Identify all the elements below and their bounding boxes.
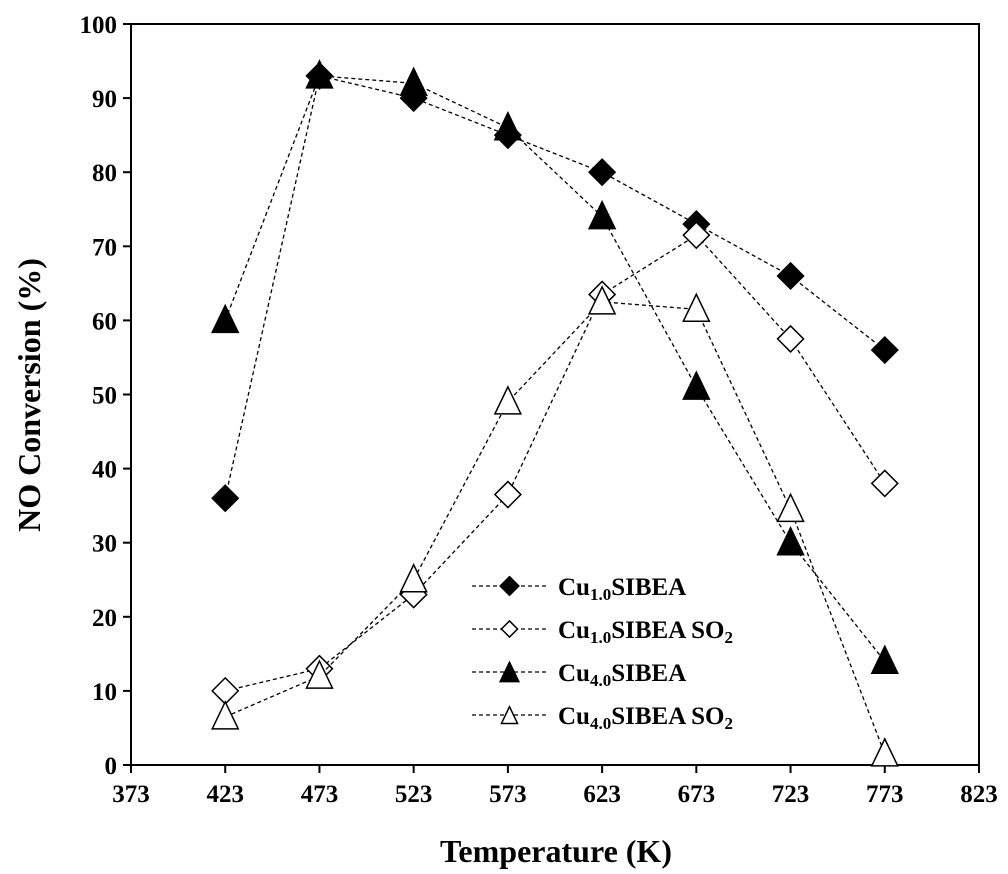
series-line	[224, 75, 886, 499]
x-tick-label: 773	[866, 781, 904, 808]
x-tick-label: 523	[395, 781, 433, 808]
data-point-triangle	[587, 199, 617, 230]
data-point-diamond	[211, 484, 240, 513]
y-tick-label: 0	[105, 753, 118, 780]
data-point-triangle	[211, 303, 240, 334]
legend-item: Cu4.0SIBEA SO2	[472, 703, 733, 733]
series-line	[225, 234, 886, 692]
x-tick-label: 673	[678, 781, 716, 808]
legend: Cu1.0SIBEA Cu1.0SIBEA SO2 Cu4.0SIBEA Cu4.0S…	[472, 574, 733, 733]
y-tick-label: 100	[80, 12, 118, 39]
y-tick-label: 30	[92, 531, 117, 558]
x-tick-label: 823	[960, 781, 998, 808]
data-point-triangle	[498, 660, 521, 683]
data-point-diamond	[499, 575, 520, 597]
data-point-diamond	[776, 261, 805, 291]
x-tick-label: 623	[583, 781, 621, 808]
data-point-triangle	[587, 285, 617, 315]
data-point-diamond	[682, 221, 711, 250]
data-point-triangle	[305, 59, 334, 89]
data-point-triangle	[399, 66, 428, 97]
data-point-diamond	[588, 158, 617, 187]
series-3	[211, 59, 899, 675]
data-point-diamond	[776, 324, 805, 353]
series-layer	[211, 59, 899, 767]
y-tick-label: 80	[92, 160, 117, 187]
data-point-triangle	[500, 704, 519, 725]
y-tick-label: 60	[92, 308, 117, 335]
x-tick-label: 573	[489, 781, 527, 808]
data-point-triangle	[493, 111, 523, 141]
series-line	[224, 301, 886, 755]
series-line	[224, 75, 886, 662]
y-tick-label: 70	[92, 234, 117, 261]
legend-item: Cu1.0SIBEA SO2	[472, 617, 733, 647]
data-point-diamond	[211, 676, 240, 705]
y-tick-label: 90	[92, 86, 117, 113]
series-1	[211, 61, 899, 513]
data-point-triangle	[305, 659, 334, 689]
data-point-triangle	[211, 700, 240, 730]
x-tick-label: 723	[772, 781, 810, 808]
y-tick-label: 20	[92, 605, 117, 632]
data-point-triangle	[776, 492, 805, 523]
legend-label: Cu4.0SIBEA SO2	[558, 703, 733, 733]
legend-label: Cu1.0SIBEA	[558, 574, 686, 604]
data-point-diamond	[500, 619, 519, 639]
y-tick-label: 40	[92, 457, 117, 484]
data-point-triangle	[870, 737, 899, 767]
x-tick-label: 423	[206, 781, 244, 808]
legend-item: Cu1.0SIBEA	[472, 574, 686, 604]
series-4	[211, 285, 899, 767]
data-point-triangle	[399, 563, 428, 593]
data-point-triangle	[682, 292, 711, 323]
series-2	[211, 221, 899, 705]
axes: 0 10 20 30 40 50 60 70 80 90 100 373 423 473 523 573 623…	[80, 12, 998, 808]
data-point-triangle	[776, 525, 805, 556]
y-axis-title: NO Conversion (%)	[11, 258, 47, 532]
y-tick-label: 10	[92, 679, 117, 706]
legend-label: Cu4.0SIBEA	[558, 660, 686, 690]
data-point-diamond	[870, 469, 899, 498]
x-tick-label: 473	[301, 781, 339, 808]
y-tick-label: 50	[92, 383, 117, 410]
data-point-diamond	[870, 335, 899, 365]
data-point-triangle	[870, 644, 899, 675]
data-point-triangle	[493, 385, 523, 415]
data-point-triangle	[682, 370, 711, 400]
x-tick-label: 373	[112, 781, 150, 808]
legend-item: Cu4.0SIBEA	[472, 660, 686, 690]
data-point-diamond	[493, 480, 522, 509]
legend-label: Cu1.0SIBEA SO2	[558, 617, 733, 647]
x-axis-title: Temperature (K)	[440, 833, 672, 869]
